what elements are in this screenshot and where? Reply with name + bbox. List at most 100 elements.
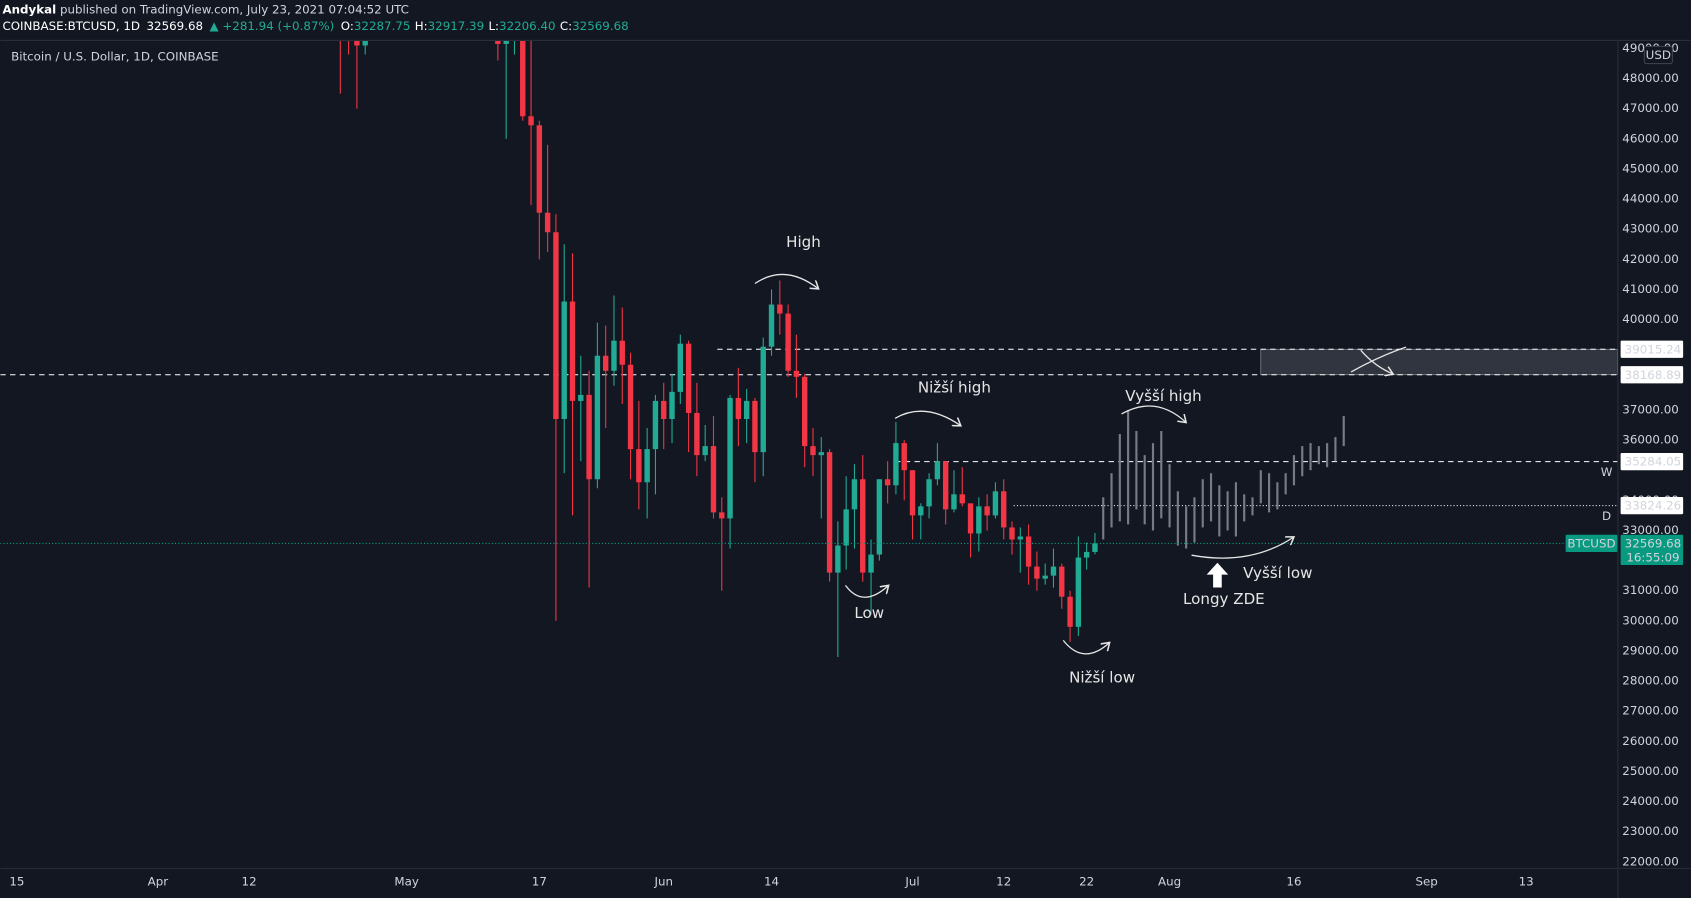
candle-body	[503, 40, 509, 44]
y-tick-label: 37000.00	[1622, 402, 1679, 416]
arrow	[754, 273, 819, 288]
candle-body	[1083, 551, 1090, 558]
l-val: 32206.40	[499, 18, 556, 32]
candle-body	[495, 40, 501, 44]
x-tick-label: 12	[242, 874, 257, 888]
candle-body	[851, 479, 858, 510]
candle-body	[777, 304, 783, 314]
plot: WD	[0, 40, 1618, 657]
last-price-tag	[1620, 534, 1684, 565]
candle-body	[909, 470, 916, 516]
last: 32569.68	[147, 18, 204, 32]
candle-body	[685, 343, 692, 413]
candle-body	[544, 212, 551, 233]
candle-body	[569, 301, 576, 401]
candle-body	[553, 232, 559, 419]
currency-box	[1643, 45, 1673, 65]
candle-body	[901, 443, 907, 471]
y-tick-label: 48000.00	[1622, 71, 1679, 85]
candle-body	[893, 443, 899, 486]
header-line-1: Andykal published on TradingView.com, Ju…	[2, 2, 408, 16]
candle-body	[735, 397, 742, 419]
y-tick-label: 43000.00	[1622, 222, 1679, 236]
x-tick-label: Aug	[1158, 874, 1181, 888]
candle-body	[1025, 536, 1032, 567]
arrow	[1121, 405, 1186, 423]
candle-body	[884, 479, 891, 486]
candle-body	[992, 491, 999, 516]
price-tag-label: 39015.24	[1625, 342, 1682, 356]
annotation: Nižší low	[1069, 669, 1135, 687]
candle-body	[818, 452, 824, 456]
level-tag: W	[1601, 465, 1613, 479]
candle-body	[752, 400, 758, 453]
candle-body	[1034, 566, 1040, 579]
price-tag	[1620, 453, 1684, 471]
candle-body	[619, 340, 625, 365]
annotation: Longy ZDE	[1183, 590, 1265, 608]
candle-body	[578, 394, 584, 401]
candle-body	[627, 364, 634, 450]
arrow	[1350, 346, 1407, 373]
candle-body	[984, 506, 990, 516]
h-val: 32917.39	[428, 18, 485, 32]
candle-body	[354, 40, 360, 46]
price-tag-label: 35284.05	[1625, 455, 1682, 469]
y-tick-label: 23000.00	[1622, 824, 1679, 838]
candle-body	[594, 355, 601, 480]
arrow	[1191, 537, 1294, 559]
up-arrow	[1206, 562, 1229, 588]
y-tick-label: 36000.00	[1622, 433, 1679, 447]
candle-body	[1050, 566, 1057, 576]
x-tick-label: 13	[1519, 874, 1534, 888]
l-key: L:	[488, 18, 499, 32]
candle-body	[1067, 596, 1073, 627]
h-key: H:	[415, 18, 428, 32]
last-price-label: 32569.68	[1625, 536, 1682, 550]
y-tick-label: 31000.00	[1622, 583, 1679, 597]
candle-body	[719, 512, 725, 519]
candle-body	[976, 506, 982, 534]
candle-body	[727, 397, 733, 519]
candle-body	[669, 391, 675, 419]
o-val: 32287.75	[354, 18, 411, 32]
arrow	[894, 410, 961, 426]
y-tick-label: 30000.00	[1622, 613, 1679, 627]
y-tick-label: 26000.00	[1622, 734, 1679, 748]
candle-body	[677, 343, 684, 392]
annotation: Nižší high	[918, 379, 991, 397]
change: ▲ +281.94 (+0.87%)	[210, 18, 335, 32]
candle-body	[768, 304, 775, 347]
price-tag-label: 38168.89	[1625, 368, 1682, 382]
candle-body	[934, 461, 941, 480]
symbol-tag-label: BTCUSD	[1567, 536, 1615, 550]
price-tag	[1620, 340, 1684, 358]
y-tick-label: 42000.00	[1622, 252, 1679, 266]
annotation: Vyšší low	[1243, 564, 1312, 582]
y-tick-label: 46000.00	[1622, 131, 1679, 145]
price-tag-label: 33824.26	[1625, 499, 1682, 513]
candle-body	[1092, 543, 1098, 552]
x-tick-label: 17	[532, 874, 547, 888]
candle-body	[652, 400, 659, 450]
arrow	[1062, 639, 1109, 655]
currency: USD	[1646, 48, 1671, 62]
candle-body	[710, 446, 717, 513]
o-key: O:	[341, 18, 354, 32]
candle-body	[951, 494, 957, 510]
chart-title: Bitcoin / U.S. Dollar, 1D, COINBASE	[11, 50, 219, 64]
arrow	[844, 585, 889, 598]
candle-body	[1059, 566, 1065, 597]
y-tick-label: 24000.00	[1622, 794, 1679, 808]
header-line-2: COINBASE:BTCUSD, 1D 32569.68 ▲ +281.94 (+0…	[2, 18, 628, 32]
x-tick-label: 16	[1286, 874, 1301, 888]
zone	[1260, 348, 1618, 376]
y-tick-label: 29000.00	[1622, 643, 1679, 657]
symbol-tag	[1565, 534, 1618, 553]
candle-body	[876, 479, 883, 555]
level-tag: D	[1602, 509, 1611, 523]
y-tick-label: 22000.00	[1622, 854, 1679, 868]
